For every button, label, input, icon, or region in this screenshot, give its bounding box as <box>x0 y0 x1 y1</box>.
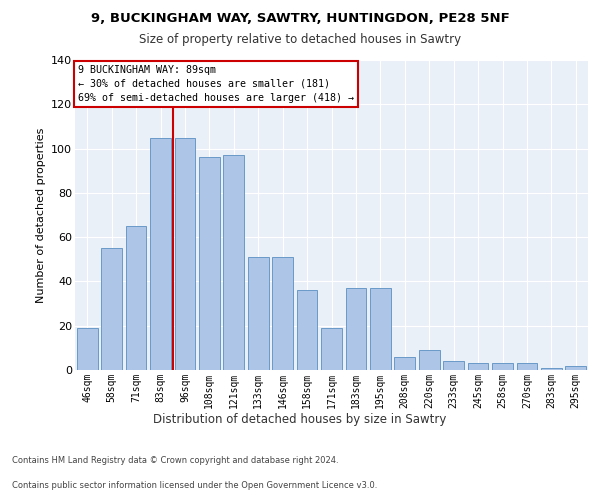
Bar <box>150 138 171 370</box>
Bar <box>419 350 440 370</box>
Text: Contains HM Land Registry data © Crown copyright and database right 2024.: Contains HM Land Registry data © Crown c… <box>12 456 338 465</box>
Bar <box>223 155 244 370</box>
Text: Contains public sector information licensed under the Open Government Licence v3: Contains public sector information licen… <box>12 481 377 490</box>
Bar <box>77 328 98 370</box>
Bar <box>321 328 342 370</box>
Bar <box>394 356 415 370</box>
Bar <box>296 290 317 370</box>
Bar <box>517 364 538 370</box>
Bar <box>467 364 488 370</box>
Bar <box>125 226 146 370</box>
Bar <box>565 366 586 370</box>
Bar <box>346 288 367 370</box>
Bar <box>175 138 196 370</box>
Text: 9, BUCKINGHAM WAY, SAWTRY, HUNTINGDON, PE28 5NF: 9, BUCKINGHAM WAY, SAWTRY, HUNTINGDON, P… <box>91 12 509 26</box>
Text: Size of property relative to detached houses in Sawtry: Size of property relative to detached ho… <box>139 32 461 46</box>
Text: 9 BUCKINGHAM WAY: 89sqm
← 30% of detached houses are smaller (181)
69% of semi-d: 9 BUCKINGHAM WAY: 89sqm ← 30% of detache… <box>77 64 353 102</box>
Bar <box>101 248 122 370</box>
Bar <box>443 361 464 370</box>
Bar <box>248 257 269 370</box>
Bar <box>272 257 293 370</box>
Bar <box>199 158 220 370</box>
Text: Distribution of detached houses by size in Sawtry: Distribution of detached houses by size … <box>154 412 446 426</box>
Bar <box>370 288 391 370</box>
Bar <box>541 368 562 370</box>
Y-axis label: Number of detached properties: Number of detached properties <box>35 128 46 302</box>
Bar <box>492 364 513 370</box>
